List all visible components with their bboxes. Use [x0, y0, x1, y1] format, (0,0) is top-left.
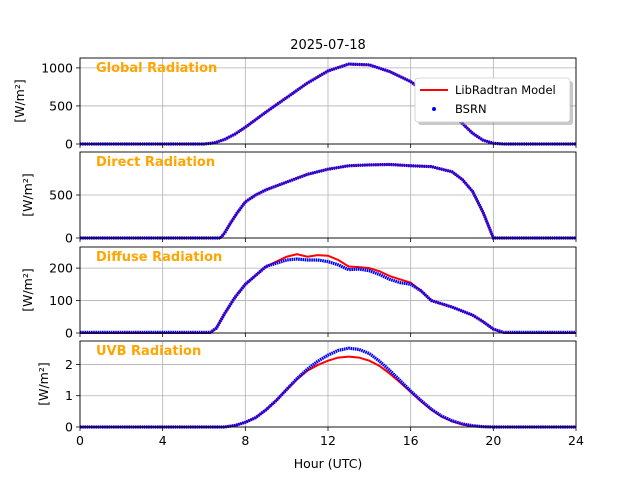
legend-model-label: LibRadtran Model: [455, 83, 556, 97]
y-tick-label: 200: [49, 261, 73, 276]
x-tick-label: 0: [76, 433, 84, 448]
panel-3: 0 100 200 [W/m²] Diffuse Radiation: [20, 246, 577, 341]
panel-title: Global Radiation: [96, 61, 217, 76]
y-axis-label: [W/m²]: [12, 79, 27, 123]
y-tick-label: 100: [49, 293, 73, 308]
y-tick-label: 1: [65, 388, 73, 403]
legend-bsrn-label: BSRN: [455, 102, 487, 116]
x-tick-label: 16: [403, 433, 419, 448]
bsrn-series-line: [80, 346, 576, 429]
legend: LibRadtran Model BSRN: [414, 77, 573, 125]
y-axis-label: [W/m²]: [20, 268, 35, 312]
y-tick-label: 0: [65, 326, 73, 341]
x-tick-label: 20: [485, 433, 501, 448]
y-axis-label: [W/m²]: [20, 173, 35, 217]
y-tick-label: 500: [49, 98, 73, 113]
panel-2: 0 500 [W/m²] Direct Radiation: [20, 151, 577, 246]
x-tick-label: 4: [159, 433, 167, 448]
panel-1: 0 500 1000 [W/m²] Global Radiation: [12, 57, 577, 152]
y-tick-label: 500: [49, 188, 73, 203]
y-tick-label: 0: [65, 137, 73, 152]
y-axis-label: [W/m²]: [36, 362, 51, 406]
panel-4: 0 1 2 [W/m²] UVB Radiation: [36, 340, 577, 435]
y-tick-label: 1000: [41, 60, 73, 75]
bsrn-series-line: [80, 62, 576, 146]
y-tick-label: 0: [65, 231, 73, 246]
figure-title: 2025-07-18: [290, 38, 366, 53]
y-tick-label: 0: [65, 420, 73, 435]
model-series-line: [80, 163, 576, 239]
y-tick-label: 2: [65, 357, 73, 372]
panel-title: Direct Radiation: [96, 155, 215, 170]
x-axis-label: Hour (UTC): [294, 456, 363, 471]
legend-box: [414, 77, 571, 123]
x-tick-label: 12: [320, 433, 336, 448]
legend-bsrn-swatch: [432, 107, 436, 111]
panel-title: Diffuse Radiation: [96, 250, 222, 265]
x-tick-label: 8: [241, 433, 249, 448]
bsrn-series-line: [80, 257, 576, 334]
x-tick-label: 24: [568, 433, 584, 448]
panel-title: UVB Radiation: [96, 344, 201, 359]
